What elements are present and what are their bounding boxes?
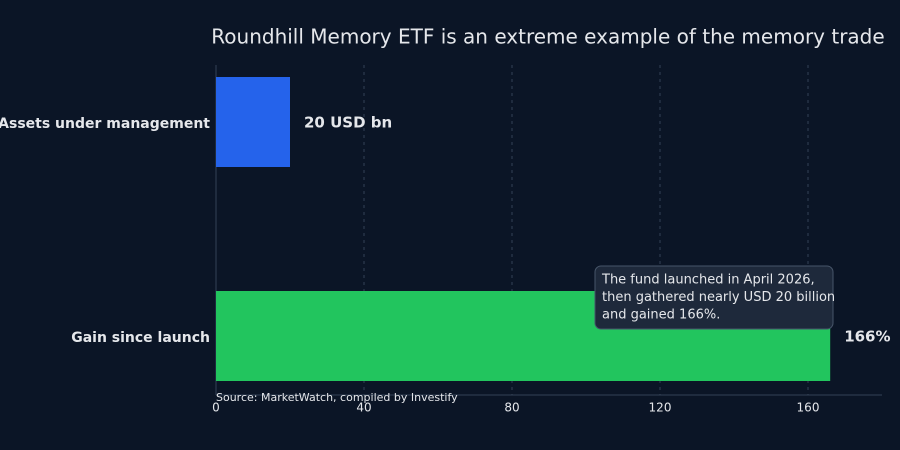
category-label: Gain since launch	[71, 330, 210, 346]
category-label: Assets under management	[0, 116, 210, 132]
value-label: 166%	[844, 328, 890, 346]
x-tick-label: 80	[504, 401, 519, 415]
annotation-line: then gathered nearly USD 20 billion	[602, 290, 835, 305]
annotation-box	[594, 265, 834, 330]
chart-title: Roundhill Memory ETF is an extreme examp…	[211, 25, 884, 49]
x-tick-label: 160	[797, 401, 820, 415]
annotation-line: The fund launched in April 2026,	[601, 273, 815, 288]
x-tick-label: 0	[212, 401, 220, 415]
x-tick-label: 120	[649, 401, 672, 415]
value-label: 20 USD bn	[304, 114, 392, 132]
source: Source: MarketWatch, compiled by Investi…	[216, 391, 458, 404]
annotation-line: and gained 166%.	[602, 308, 720, 323]
bar	[216, 77, 290, 167]
x-tick-label: 40	[356, 401, 371, 415]
